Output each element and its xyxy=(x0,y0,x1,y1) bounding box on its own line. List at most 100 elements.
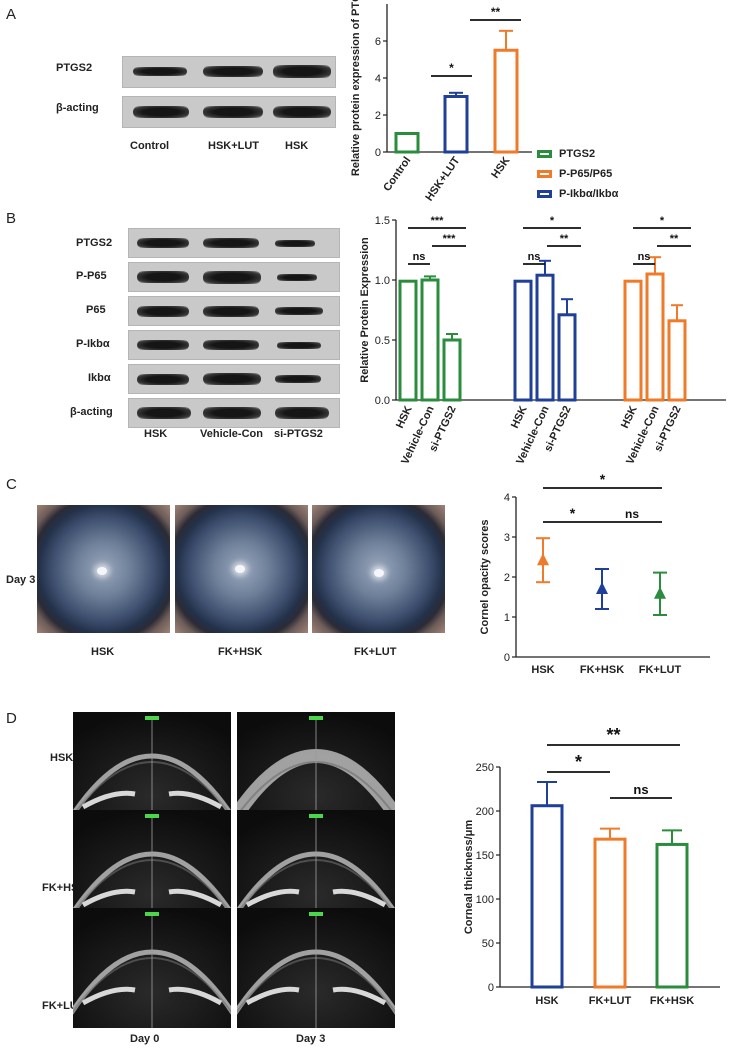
significance-label: ** xyxy=(606,725,620,745)
y-tick-label: 3 xyxy=(504,532,510,544)
bar xyxy=(655,842,689,989)
oct-image-grid xyxy=(73,712,403,1032)
image-label: FK+LUT xyxy=(354,646,397,658)
legend: PTGS2 P-P65/P65 P-Ikbα/Ikbα xyxy=(537,148,727,208)
significance-label: ** xyxy=(560,233,569,245)
oct-iris-left xyxy=(245,986,300,1006)
blot-row-label: β-acting xyxy=(70,406,113,418)
significance-label: * xyxy=(449,61,454,75)
blot-row-label: PTGS2 xyxy=(56,62,93,74)
legend-label: P-P65/P65 xyxy=(559,168,613,180)
y-tick-label: 150 xyxy=(476,850,494,862)
legend-swatch xyxy=(537,150,552,158)
oct-row-label: HSK xyxy=(50,752,74,764)
oct-scan-drawing xyxy=(237,908,395,1028)
bar xyxy=(394,132,420,154)
eye-image-fk-lut xyxy=(312,505,445,633)
y-axis-label: Relative Protein Expression xyxy=(359,237,371,383)
bar xyxy=(443,95,469,154)
blot-band xyxy=(133,67,187,76)
x-tick-label: HSK xyxy=(535,995,558,1007)
blot-band xyxy=(137,340,189,350)
oct-scan-image xyxy=(237,908,395,1028)
x-tick-label: HSK xyxy=(489,155,512,181)
bar xyxy=(645,272,665,402)
eye-highlight xyxy=(97,567,107,575)
blot-band xyxy=(275,307,323,315)
bar xyxy=(493,48,519,154)
blot-band xyxy=(137,373,189,385)
legend-swatch xyxy=(537,170,552,178)
x-tick-label: FK+HSK xyxy=(650,995,694,1007)
legend-swatch xyxy=(537,190,552,198)
significance-label: ns xyxy=(528,251,541,263)
bar xyxy=(442,338,462,402)
oct-iris-left xyxy=(245,888,300,908)
blot-strip-beta-acting xyxy=(122,96,336,128)
blot-panel-b xyxy=(128,228,340,428)
significance-label: ns xyxy=(625,507,639,521)
y-tick-label: 2 xyxy=(504,572,510,584)
oct-iris-right xyxy=(332,986,387,1006)
significance-label: * xyxy=(600,471,606,487)
data-point xyxy=(537,553,549,566)
blot-band xyxy=(203,66,263,77)
lane-label: HSK xyxy=(144,428,168,440)
oct-measure-marker xyxy=(145,716,159,720)
column-label: Day 0 xyxy=(130,1033,160,1045)
oct-scan-drawing xyxy=(73,908,231,1028)
blot-band xyxy=(137,305,189,317)
blot-row-label: PTGS2 xyxy=(76,237,113,249)
y-tick-label: 1 xyxy=(504,612,510,624)
x-tick-label: HSK xyxy=(531,664,554,676)
y-tick-label: 0 xyxy=(375,147,381,159)
eye-image-fk-hsk xyxy=(175,505,308,633)
blot-band xyxy=(275,239,315,247)
significance-label: ** xyxy=(491,5,501,19)
blot-band xyxy=(203,305,259,317)
y-tick-label: 0 xyxy=(488,982,494,994)
lane-label: HSK+LUT xyxy=(208,140,260,152)
blot-band xyxy=(203,238,259,248)
x-tick-label: Control xyxy=(381,155,413,194)
blot-band xyxy=(203,407,261,419)
y-tick-label: 0.5 xyxy=(375,335,390,347)
y-tick-label: 1.0 xyxy=(375,275,390,287)
lane-label: si-PTGS2 xyxy=(274,428,323,440)
column-label: Day 3 xyxy=(296,1033,326,1045)
y-axis-label: Relative protein expression of PTGS2 xyxy=(350,0,362,176)
blot-band xyxy=(277,341,321,349)
x-tick-label: FK+HSK xyxy=(580,664,624,676)
bar xyxy=(398,279,418,402)
blot-band xyxy=(275,375,321,383)
legend-label: PTGS2 xyxy=(559,148,596,160)
blot-band xyxy=(133,106,189,118)
lane-label: Vehicle-Con xyxy=(200,428,263,440)
blot-row-label: β-acting xyxy=(56,102,99,114)
bar xyxy=(557,313,577,402)
oct-iris-right xyxy=(332,888,387,908)
y-axis-label: Cornel opacity scores xyxy=(479,520,491,635)
eye-highlight xyxy=(374,569,384,577)
bar xyxy=(420,278,440,402)
significance-label: * xyxy=(660,215,665,227)
oct-measure-marker xyxy=(309,912,323,916)
y-tick-label: 100 xyxy=(476,894,494,906)
significance-label: * xyxy=(550,215,555,227)
x-tick-label: HSK xyxy=(509,404,530,430)
blot-strip-ptgs2 xyxy=(122,56,336,88)
blot-band xyxy=(137,407,191,419)
y-tick-label: 2 xyxy=(375,110,381,122)
blot-band xyxy=(203,270,261,284)
blot-row-label: P-Ikbα xyxy=(76,338,110,350)
oct-measure-marker xyxy=(309,716,323,720)
significance-label: * xyxy=(575,752,582,772)
blot-band xyxy=(277,273,317,281)
y-tick-label: 4 xyxy=(504,492,510,504)
y-tick-label: 200 xyxy=(476,806,494,818)
oct-iris-left xyxy=(81,986,136,1006)
y-tick-label: 250 xyxy=(476,762,494,774)
image-label: HSK xyxy=(91,646,115,658)
blot-row-label: P-P65 xyxy=(76,270,107,282)
panel-a-letter: A xyxy=(6,6,17,23)
